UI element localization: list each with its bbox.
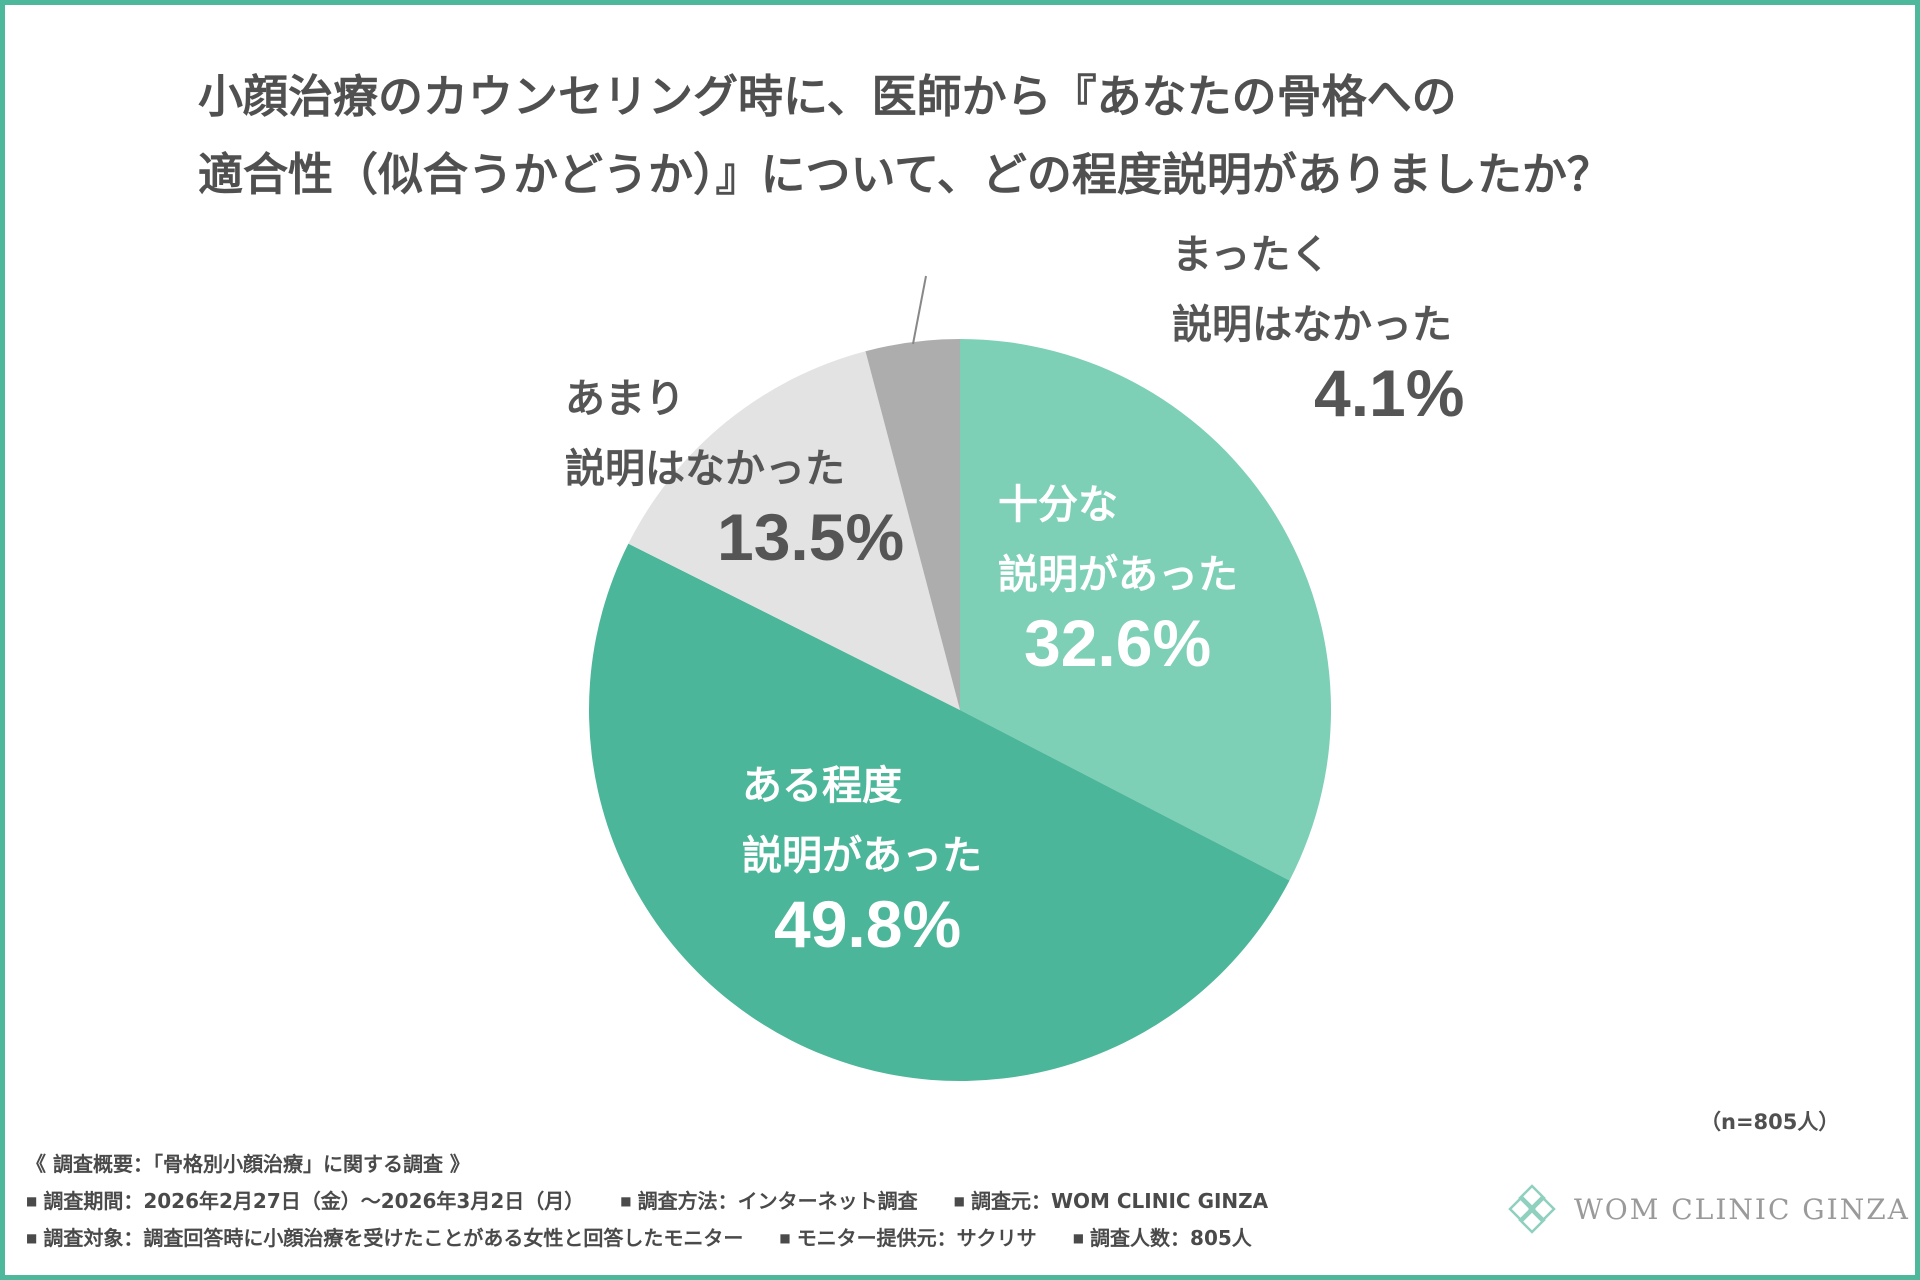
slice-value-s1: 32.6% (1024, 606, 1211, 680)
slice-label-s4-line-1: まったく (1172, 232, 1330, 278)
pie-slice-s2 (588, 543, 1290, 1082)
pie-slice-s1 (960, 339, 1331, 881)
bullet-icon: ■ (779, 1231, 791, 1245)
pie-slice-s4 (865, 339, 960, 710)
chart-title: 小顔治療のカウンセリング時に、医師から『あなたの骨格への 適合性（似合うかどうか… (198, 58, 1798, 214)
survey-heading: 《 調査概要：「骨格別小顔治療」に関する調査 》 (26, 1152, 470, 1176)
survey-summary: 《 調査概要：「骨格別小顔治療」に関する調査 》 ■ 調査期間：2026年2月27… (26, 1146, 1476, 1257)
slice-value-s3: 13.5% (717, 500, 904, 574)
bullet-icon: ■ (620, 1194, 632, 1208)
bullet-icon: ■ (1072, 1231, 1085, 1245)
survey-row-2: ■ 調査対象：調査回答時に小顔治療を受けたことがある女性と回答したモニター ■ モニタ… (26, 1220, 1476, 1257)
slice-label-s3-line-2: 説明はなかった (565, 446, 845, 492)
slice-label-s1-line-2: 説明があった (998, 552, 1238, 598)
slice-label-s2-line-1: ある程度 (742, 763, 902, 809)
slice-value-s4: 4.1% (1314, 356, 1464, 430)
bullet-icon: ■ (26, 1194, 38, 1208)
bullet-icon: ■ (953, 1194, 965, 1208)
survey-row-1: ■ 調査期間：2026年2月27日（金）〜2026年3月2日（月） ■ 調査方法：イン… (26, 1183, 1476, 1220)
chart-title-line-2: 適合性（似合うかどうか）』について、どの程度説明がありましたか？ (198, 148, 1612, 201)
survey-monitor-provider: ■ モニター提供元：サクリサ (779, 1226, 1037, 1250)
bullet-icon: ■ (26, 1231, 38, 1245)
lotus-flower-icon (1508, 1184, 1556, 1234)
slice-label-s2-line-2: 説明があった (742, 833, 982, 879)
clinic-name: WOM CLINIC GINZA (1574, 1192, 1910, 1226)
survey-target: ■ 調査対象：調査回答時に小顔治療を受けたことがある女性と回答したモニター (26, 1226, 744, 1250)
pie-slice-s3 (628, 351, 960, 710)
survey-method: ■ 調査方法：インターネット調査 (620, 1189, 918, 1213)
slice-value-s2: 49.8% (774, 887, 961, 961)
leader-line-s4 (912, 275, 927, 345)
slice-label-s4-line-2: 説明はなかった (1172, 302, 1452, 348)
slice-label-s3-line-1: あまり (565, 376, 685, 422)
slice-label-s1-line-1: 十分な (998, 482, 1118, 528)
clinic-logo: WOM CLINIC GINZA (1500, 1182, 1910, 1236)
chart-title-line-1: 小顔治療のカウンセリング時に、医師から『あなたの骨格への (198, 70, 1457, 123)
sample-size-note: （n=805人） (1700, 1110, 1840, 1134)
survey-source: ■ 調査元：WOM CLINIC GINZA (953, 1189, 1269, 1213)
survey-count: ■ 調査人数：805人 (1072, 1226, 1252, 1250)
survey-period: ■ 調査期間：2026年2月27日（金）〜2026年3月2日（月） (26, 1189, 585, 1213)
